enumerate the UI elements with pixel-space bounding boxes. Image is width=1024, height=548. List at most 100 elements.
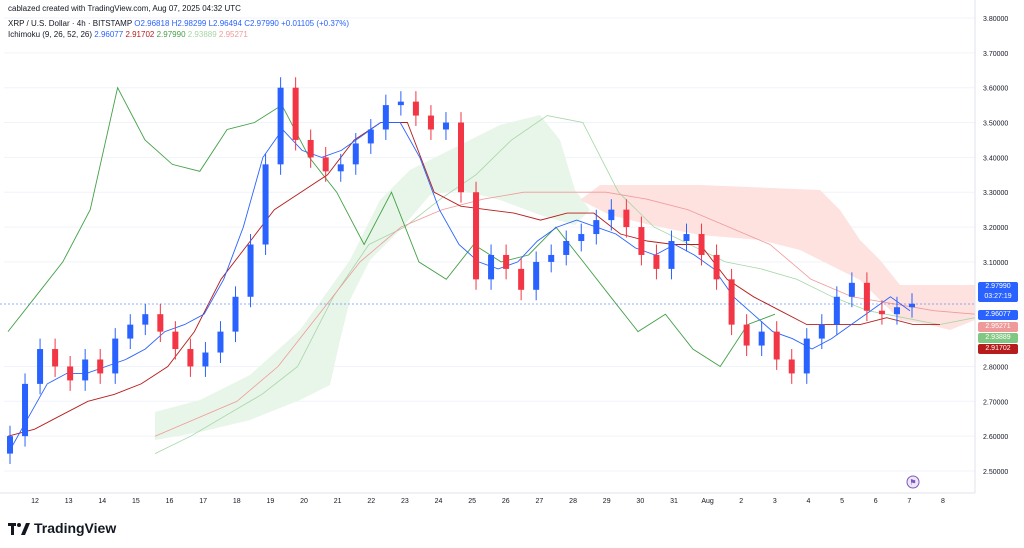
candle-up — [848, 282, 855, 297]
tradingview-logo[interactable]: TradingView — [8, 520, 116, 536]
candle-up — [232, 296, 239, 332]
price-tick-label: 3.10000 — [983, 260, 1008, 267]
candle-up — [82, 359, 89, 381]
time-tick-label: 2 — [739, 498, 743, 505]
time-tick-label: 25 — [468, 498, 476, 505]
candle-down — [187, 349, 194, 367]
candle-down — [503, 254, 510, 269]
time-tick-label: 30 — [636, 498, 644, 505]
logo-text: TradingView — [34, 520, 117, 536]
time-tick-label: 21 — [334, 498, 342, 505]
candle-up — [442, 122, 449, 130]
span-a-value: 2.93889 — [187, 30, 217, 39]
kijun-value: 2.91702 — [125, 30, 155, 39]
candle-down — [518, 268, 525, 290]
legend-panel: XRP / U.S. Dollar · 4h · BITSTAMP O2.968… — [8, 18, 349, 40]
candle-down — [458, 122, 464, 193]
candle-up — [247, 244, 254, 297]
candle-up — [367, 129, 374, 144]
time-tick-label: 6 — [874, 498, 878, 505]
time-tick-label: 31 — [670, 498, 678, 505]
candle-down — [743, 324, 750, 346]
candle-down — [427, 115, 434, 130]
candle-up — [593, 220, 600, 235]
price-tick-label: 3.70000 — [983, 51, 1008, 58]
candle-down — [863, 282, 870, 311]
ohlc-high: H2.98299 — [171, 19, 207, 28]
candle-up — [127, 324, 134, 339]
cloud-bullish — [155, 115, 590, 440]
candle-down — [638, 227, 645, 255]
time-tick-label: 13 — [65, 498, 73, 505]
price-tick-label: 2.80000 — [983, 364, 1008, 371]
candle-up — [397, 101, 404, 106]
indicator-legend[interactable]: Ichimoku (9, 26, 52, 26) 2.96077 2.91702… — [8, 29, 349, 40]
candle-up — [7, 436, 13, 454]
candle-down — [322, 157, 329, 172]
candle-down — [292, 87, 299, 140]
time-tick-label: 23 — [401, 498, 409, 505]
candle-down — [878, 310, 885, 315]
candle-up — [533, 261, 540, 290]
candle-up — [818, 324, 825, 339]
time-tick-label: Aug — [701, 498, 714, 505]
candle-up — [833, 296, 840, 325]
candle-up — [202, 352, 209, 367]
time-tick-label: 5 — [840, 498, 844, 505]
time-tick-label: 17 — [199, 498, 207, 505]
candle-up — [803, 338, 810, 374]
candle-down — [698, 234, 705, 255]
alert-icon[interactable]: ⚑ — [906, 475, 920, 489]
time-tick-label: 4 — [807, 498, 811, 505]
time-tick-label: 20 — [300, 498, 308, 505]
time-axis[interactable]: 12 13 14 15 16 17 18 19 20 21 22 23 24 25 26 27 28 29 30 31… — [0, 492, 975, 505]
price-axis[interactable]: 3.80000 3.70000 3.60000 3.50000 3.40000 3.300… — [974, 0, 1008, 493]
candle-up — [217, 331, 224, 353]
candle-up — [488, 254, 495, 280]
candle-up — [909, 303, 915, 308]
time-tick-label: 27 — [536, 498, 544, 505]
price-tick-label: 3.40000 — [983, 155, 1008, 162]
candle-down — [473, 192, 480, 280]
candle-up — [37, 349, 44, 384]
time-tick-label: 26 — [502, 498, 510, 505]
candle-down — [52, 349, 59, 367]
candle-down — [157, 314, 164, 332]
chart-caption: cablazed created with TradingView.com, A… — [8, 4, 241, 13]
time-tick-label: 22 — [367, 498, 375, 505]
candle-down — [67, 366, 74, 381]
candle-down — [172, 331, 179, 350]
candle-up — [758, 331, 765, 346]
time-tick-label: 14 — [98, 498, 106, 505]
tradingview-logo-icon — [8, 522, 30, 535]
tenkan-line — [7, 122, 911, 454]
candle-down — [773, 331, 780, 360]
indicator-name[interactable]: Ichimoku (9, 26, 52, 26) — [8, 30, 93, 39]
candle-down — [623, 209, 630, 228]
time-tick-label: 18 — [233, 498, 241, 505]
time-tick-label: 28 — [569, 498, 577, 505]
price-tick-label: 3.20000 — [983, 225, 1008, 232]
candles — [7, 77, 915, 465]
candle-up — [337, 164, 344, 172]
price-tick-label: 3.50000 — [983, 121, 1008, 128]
span-b-line — [154, 191, 976, 437]
price-change: +0.01105 (+0.37%) — [281, 19, 350, 28]
price-tick-label: 2.50000 — [983, 469, 1008, 476]
lagging-value: 2.97990 — [156, 30, 186, 39]
candle-down — [728, 279, 735, 325]
symbol-name[interactable]: XRP / U.S. Dollar · 4h · BITSTAMP — [8, 19, 133, 28]
price-tag: 2.95271 — [978, 322, 1018, 332]
candle-up — [563, 241, 570, 255]
candle-up — [578, 234, 585, 242]
symbol-legend[interactable]: XRP / U.S. Dollar · 4h · BITSTAMP O2.968… — [8, 18, 349, 29]
candle-down — [653, 254, 660, 269]
time-tick-label: 7 — [907, 498, 911, 505]
price-tag: 2.91702 — [978, 344, 1018, 354]
price-tick-label: 3.60000 — [983, 86, 1008, 93]
candle-up — [262, 164, 269, 245]
candle-up — [668, 241, 675, 269]
candle-up — [142, 314, 149, 325]
price-tick-label: 3.30000 — [983, 190, 1008, 197]
